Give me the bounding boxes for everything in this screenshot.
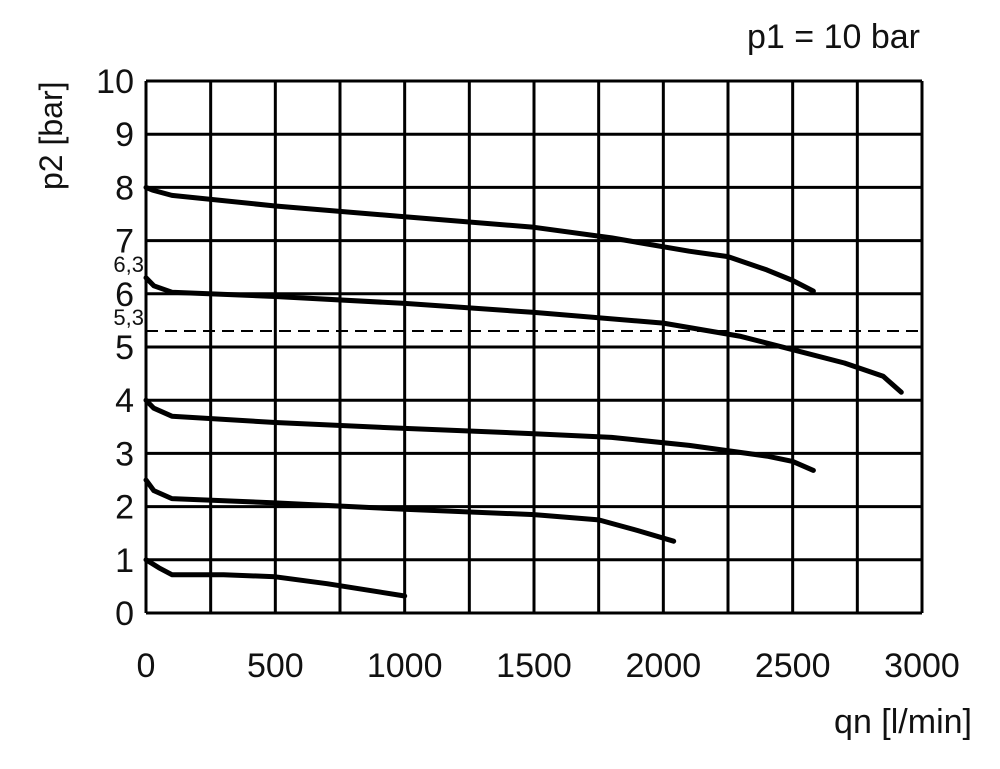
x-tick-label: 2000 xyxy=(626,647,702,685)
curve xyxy=(143,557,408,599)
x-tick-label: 500 xyxy=(247,647,304,685)
y-axis-label: p2 [bar] xyxy=(33,81,69,190)
y-tick-label: 2 xyxy=(115,489,134,527)
x-tick-label: 0 xyxy=(137,647,156,685)
y-tick-label: 4 xyxy=(115,382,134,420)
x-tick-label: 1000 xyxy=(367,647,443,685)
y-tick-label: 7 xyxy=(115,223,134,261)
y-tick-label: 5 xyxy=(115,329,134,367)
x-tick-label: 2500 xyxy=(755,647,831,685)
curve xyxy=(143,477,677,544)
y-tick-label: 1 xyxy=(115,542,134,580)
y-tick-label: 0 xyxy=(115,595,134,633)
annotation-label: 6,3 xyxy=(113,252,144,277)
x-tick-label: 1500 xyxy=(496,647,572,685)
x-tick-label: 3000 xyxy=(884,647,960,685)
chart-title: p1 = 10 bar xyxy=(747,18,920,56)
y-tick-label: 9 xyxy=(115,116,134,154)
y-tick-label: 6 xyxy=(115,276,134,314)
y-tick-label: 3 xyxy=(115,435,134,473)
curve xyxy=(143,397,816,473)
y-tick-label: 8 xyxy=(115,169,134,207)
curve xyxy=(143,275,904,395)
y-tick-label: 10 xyxy=(96,63,134,101)
annotation-label: 5,3 xyxy=(113,305,144,330)
x-axis-label: qn [l/min] xyxy=(834,703,972,741)
curve xyxy=(143,184,816,294)
